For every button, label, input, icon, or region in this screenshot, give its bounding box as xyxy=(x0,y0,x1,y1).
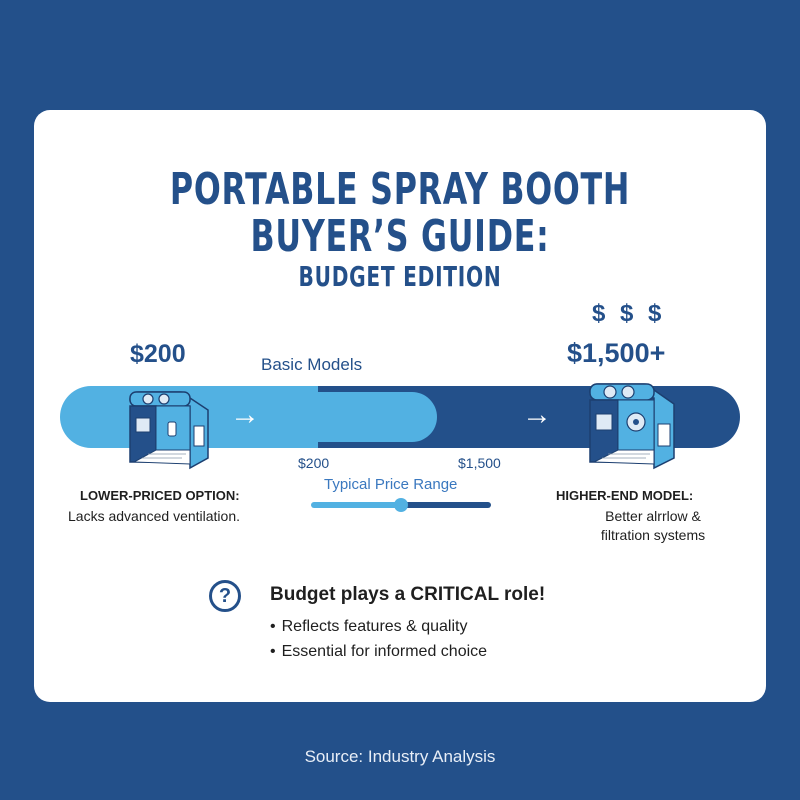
subtitle: BUDGET EDITION xyxy=(298,260,502,293)
arrow-right-icon: → xyxy=(230,398,260,431)
title-line-2: BUYER’S GUIDE: xyxy=(250,211,550,262)
callout-bullets: Reflects features & quality Essential fo… xyxy=(270,614,487,664)
price-range-slider[interactable] xyxy=(311,498,491,512)
source-footer: Source: Industry Analysis xyxy=(304,747,496,766)
slider-thumb[interactable] xyxy=(394,498,408,512)
basic-models-label: Basic Models xyxy=(261,355,363,374)
callout-bullet: Reflects features & quality xyxy=(270,614,487,639)
high-option-description-line-1: Better alrrlow & xyxy=(605,508,701,524)
low-option-description: Lacks advanced ventilation. xyxy=(68,508,240,524)
range-max-label: $1,500 xyxy=(458,455,501,471)
low-option-heading: LOWER-PRICED OPTION: xyxy=(80,488,240,503)
callout-heading: Budget plays a CRITICAL role! xyxy=(270,584,546,605)
dollar-signs: $ $ $ xyxy=(592,300,666,327)
slider-track-high xyxy=(401,502,491,508)
high-option-description-line-2: filtration systems xyxy=(600,527,706,543)
arrow-right-icon: → xyxy=(522,398,552,431)
callout-bullet: Essential for informed choice xyxy=(270,639,487,664)
high-price-label: $1,500+ xyxy=(567,338,666,368)
spray-booth-basic-icon xyxy=(129,391,209,470)
infographic-card: PORTABLE SPRAY BOOTH BUYER’S GUIDE: BUDG… xyxy=(34,110,766,702)
title-line-1: PORTABLE SPRAY BOOTH xyxy=(169,164,631,215)
high-option-description: Better alrrlow & filtration systems xyxy=(548,507,758,545)
low-price-label: $200 xyxy=(130,340,186,368)
range-title: Typical Price Range xyxy=(324,476,458,493)
question-circle-icon: ? xyxy=(209,580,241,612)
spray-booth-advanced-icon xyxy=(589,383,675,470)
slider-track-low xyxy=(311,502,401,508)
price-bar-basic-extension xyxy=(234,392,437,442)
high-option-heading: HIGHER-END MODEL: xyxy=(556,488,694,503)
range-min-label: $200 xyxy=(298,455,330,471)
